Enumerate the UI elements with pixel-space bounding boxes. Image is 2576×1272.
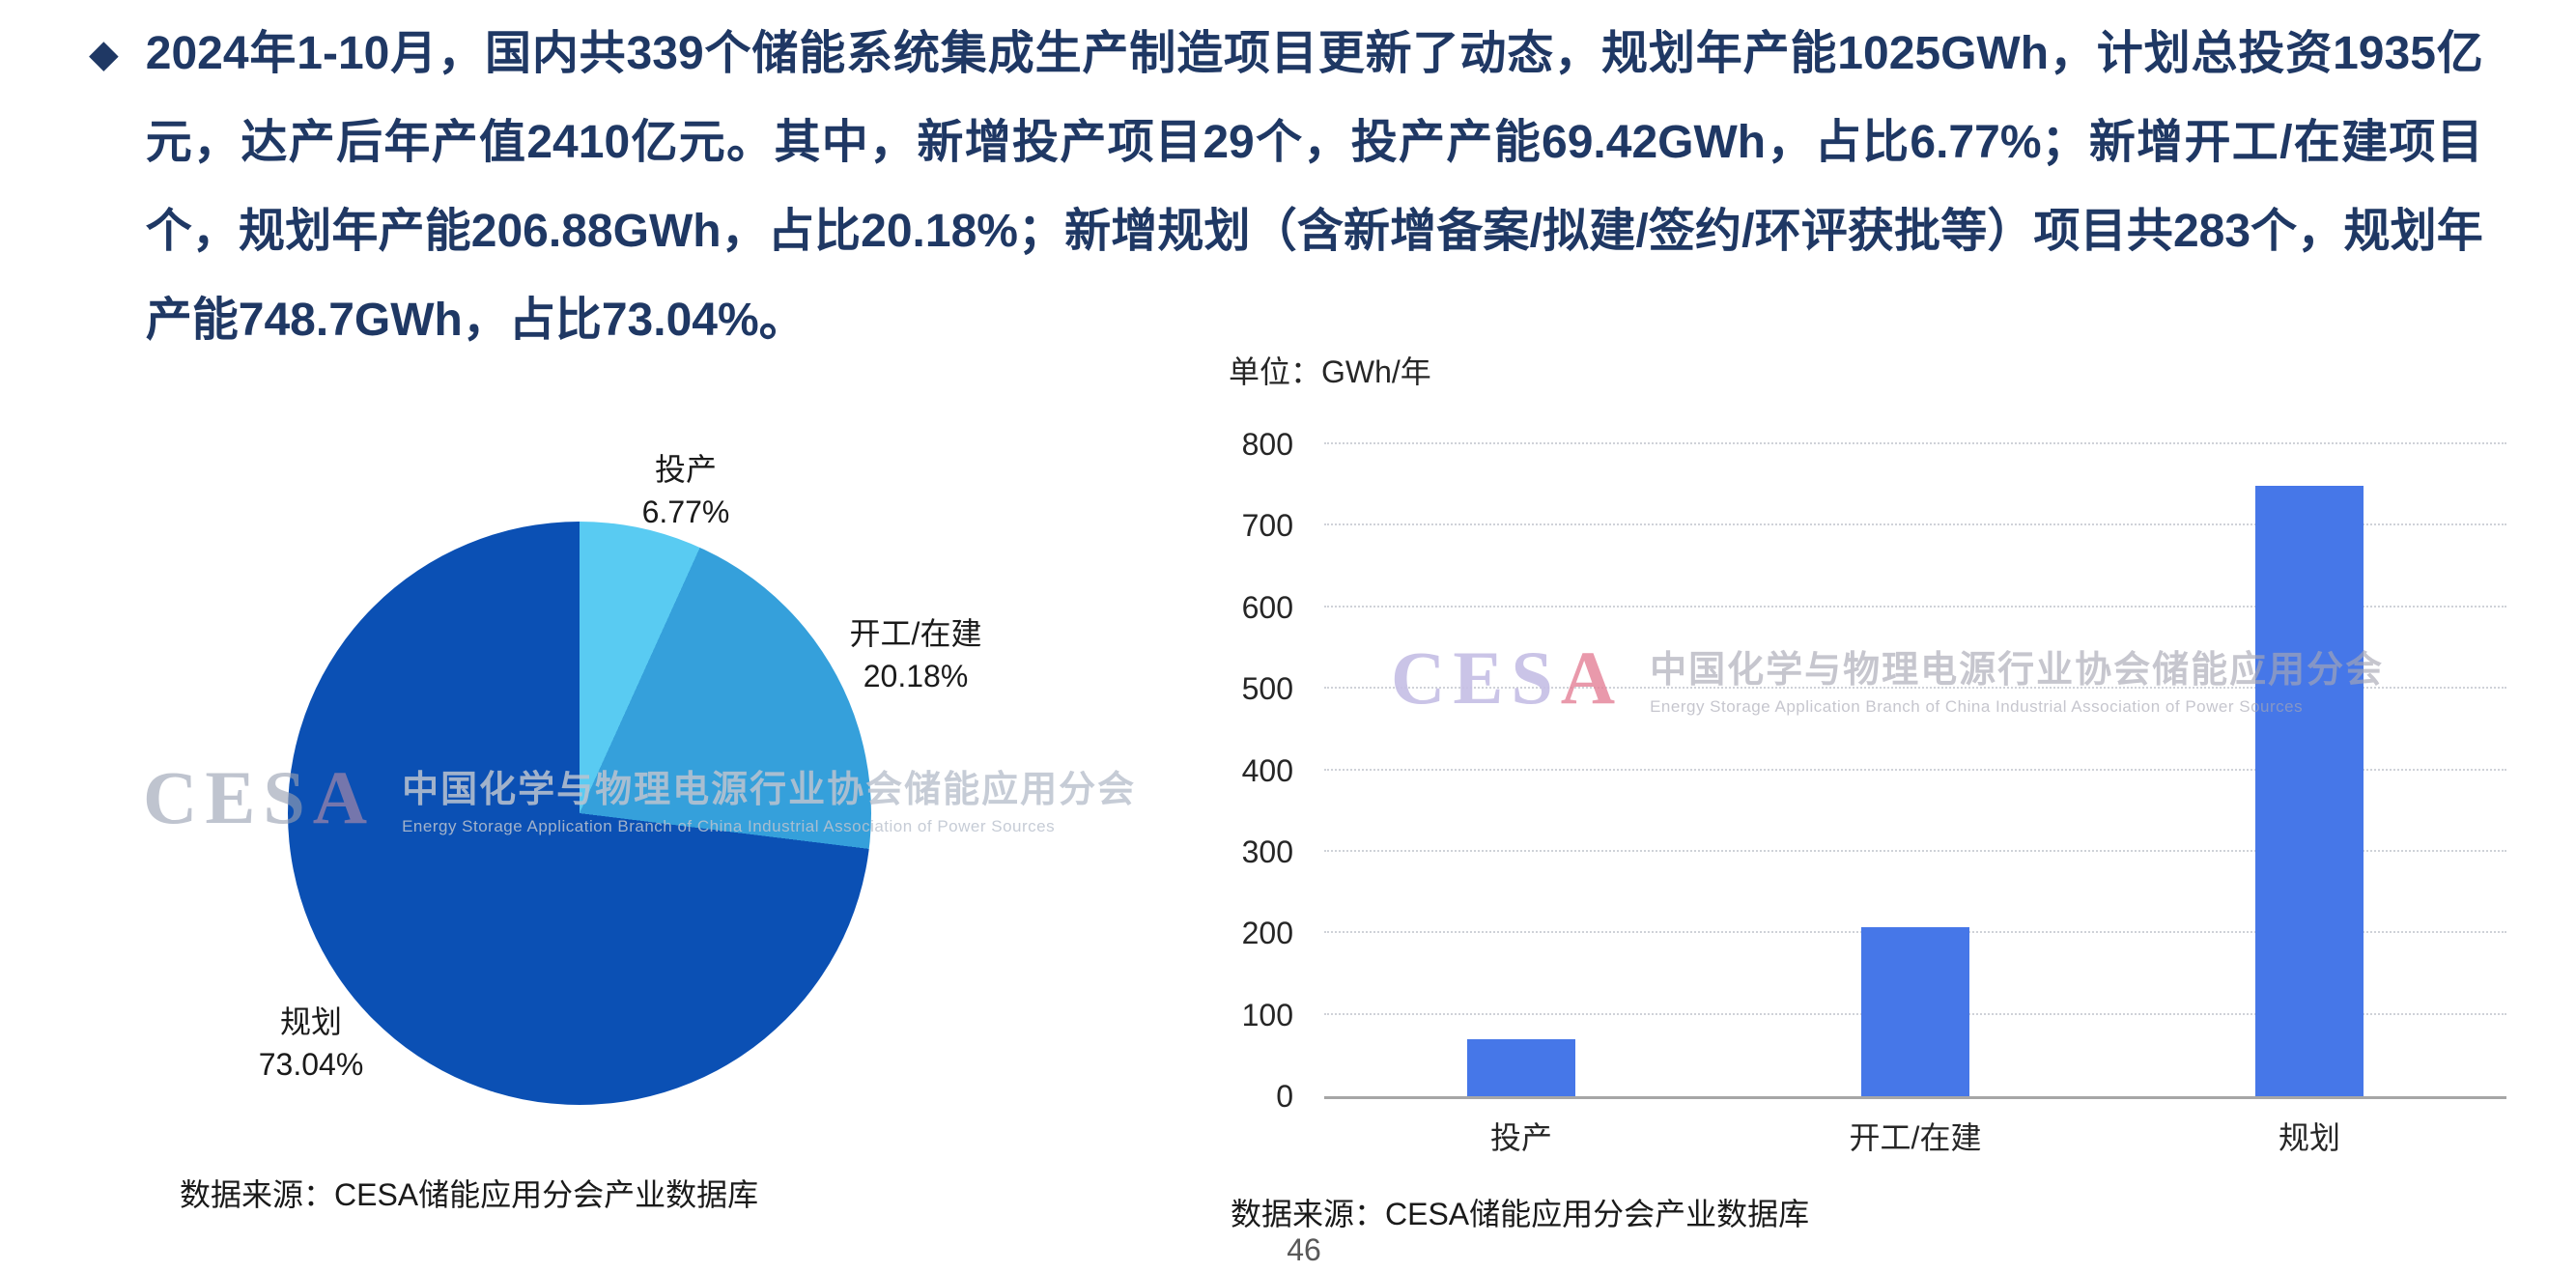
watermark-right: CESA 中国化学与物理电源行业协会储能应用分会 Energy Storage … — [1391, 639, 2384, 717]
headline: ◆ 2024年1-10月，国内共339个储能系统集成生产制造项目更新了动态，规划… — [89, 10, 2494, 365]
cesa-logo: CESA — [1391, 636, 1624, 720]
pie-callout-label: 开工/在建 — [849, 616, 982, 651]
pie-callout-planned: 规划 73.04% — [185, 1001, 437, 1086]
watermark-cn: 中国化学与物理电源行业协会储能应用分会 — [402, 770, 1137, 810]
y-axis-tick-label: 300 — [1241, 834, 1293, 869]
gridline — [1324, 523, 2506, 526]
pie-callout-label: 规划 — [279, 1004, 342, 1039]
y-axis-tick-label: 0 — [1276, 1079, 1293, 1114]
pie-data-source: 数据来源：CESA储能应用分会产业数据库 — [180, 1177, 759, 1212]
pie-chart — [288, 522, 871, 1105]
watermark-text: 中国化学与物理电源行业协会储能应用分会 Energy Storage Appli… — [402, 759, 1136, 836]
x-axis-label: 投产 — [1489, 1120, 1552, 1155]
pie-callout-percent: 73.04% — [258, 1047, 364, 1082]
diamond-bullet-icon: ◆ — [89, 33, 119, 75]
watermark-cn: 中国化学与物理电源行业协会储能应用分会 — [1650, 650, 2385, 691]
pie-callout-commissioned: 投产 6.77% — [580, 448, 792, 533]
pie-callout-under-construction: 开工/在建 20.18% — [771, 612, 1061, 697]
bar-data-source: 数据来源：CESA储能应用分会产业数据库 — [1231, 1197, 1810, 1231]
x-axis-label: 开工/在建 — [1849, 1120, 1982, 1155]
watermark-en: Energy Storage Application Branch of Chi… — [1650, 697, 2304, 716]
watermark-text: 中国化学与物理电源行业协会储能应用分会 Energy Storage Appli… — [1650, 639, 2384, 717]
y-axis-tick-label: 700 — [1241, 508, 1293, 544]
pie-callout-percent: 6.77% — [641, 495, 730, 529]
y-axis-tick-label: 200 — [1241, 916, 1293, 951]
gridline — [1324, 605, 2506, 608]
bar-plot-area: 0 100 200 300 400 500 600 700 800 投产 开工/在建 规划 — [1242, 429, 2506, 1155]
headline-text: 2024年1-10月，国内共339个储能系统集成生产制造项目更新了动态，规划年产… — [145, 28, 2483, 346]
gridline — [1324, 442, 2506, 444]
watermark-left: CESA 中国化学与物理电源行业协会储能应用分会 Energy Storage … — [143, 759, 1136, 836]
watermark-en: Energy Storage Application Branch of Chi… — [402, 817, 1056, 835]
pie-callout-percent: 20.18% — [863, 659, 969, 693]
gridline — [1324, 849, 2506, 852]
y-axis-tick-label: 500 — [1241, 671, 1293, 707]
bar — [2255, 486, 2364, 1096]
gridline — [1324, 768, 2506, 771]
bar — [1861, 927, 1969, 1096]
bar-chart-unit-label: 单位：GWh/年 — [1229, 354, 1431, 389]
pie-callout-label: 投产 — [654, 452, 717, 487]
y-axis-tick-label: 400 — [1241, 752, 1293, 788]
y-axis-tick-label: 100 — [1241, 997, 1293, 1032]
x-axis-label: 规划 — [2278, 1120, 2340, 1155]
y-axis-tick-label: 800 — [1241, 427, 1293, 462]
cesa-logo: CESA — [143, 755, 376, 839]
bar — [1466, 1039, 1575, 1096]
y-axis-tick-label: 600 — [1241, 589, 1293, 625]
gridline — [1324, 687, 2506, 690]
page-number: 46 — [1287, 1232, 1321, 1267]
